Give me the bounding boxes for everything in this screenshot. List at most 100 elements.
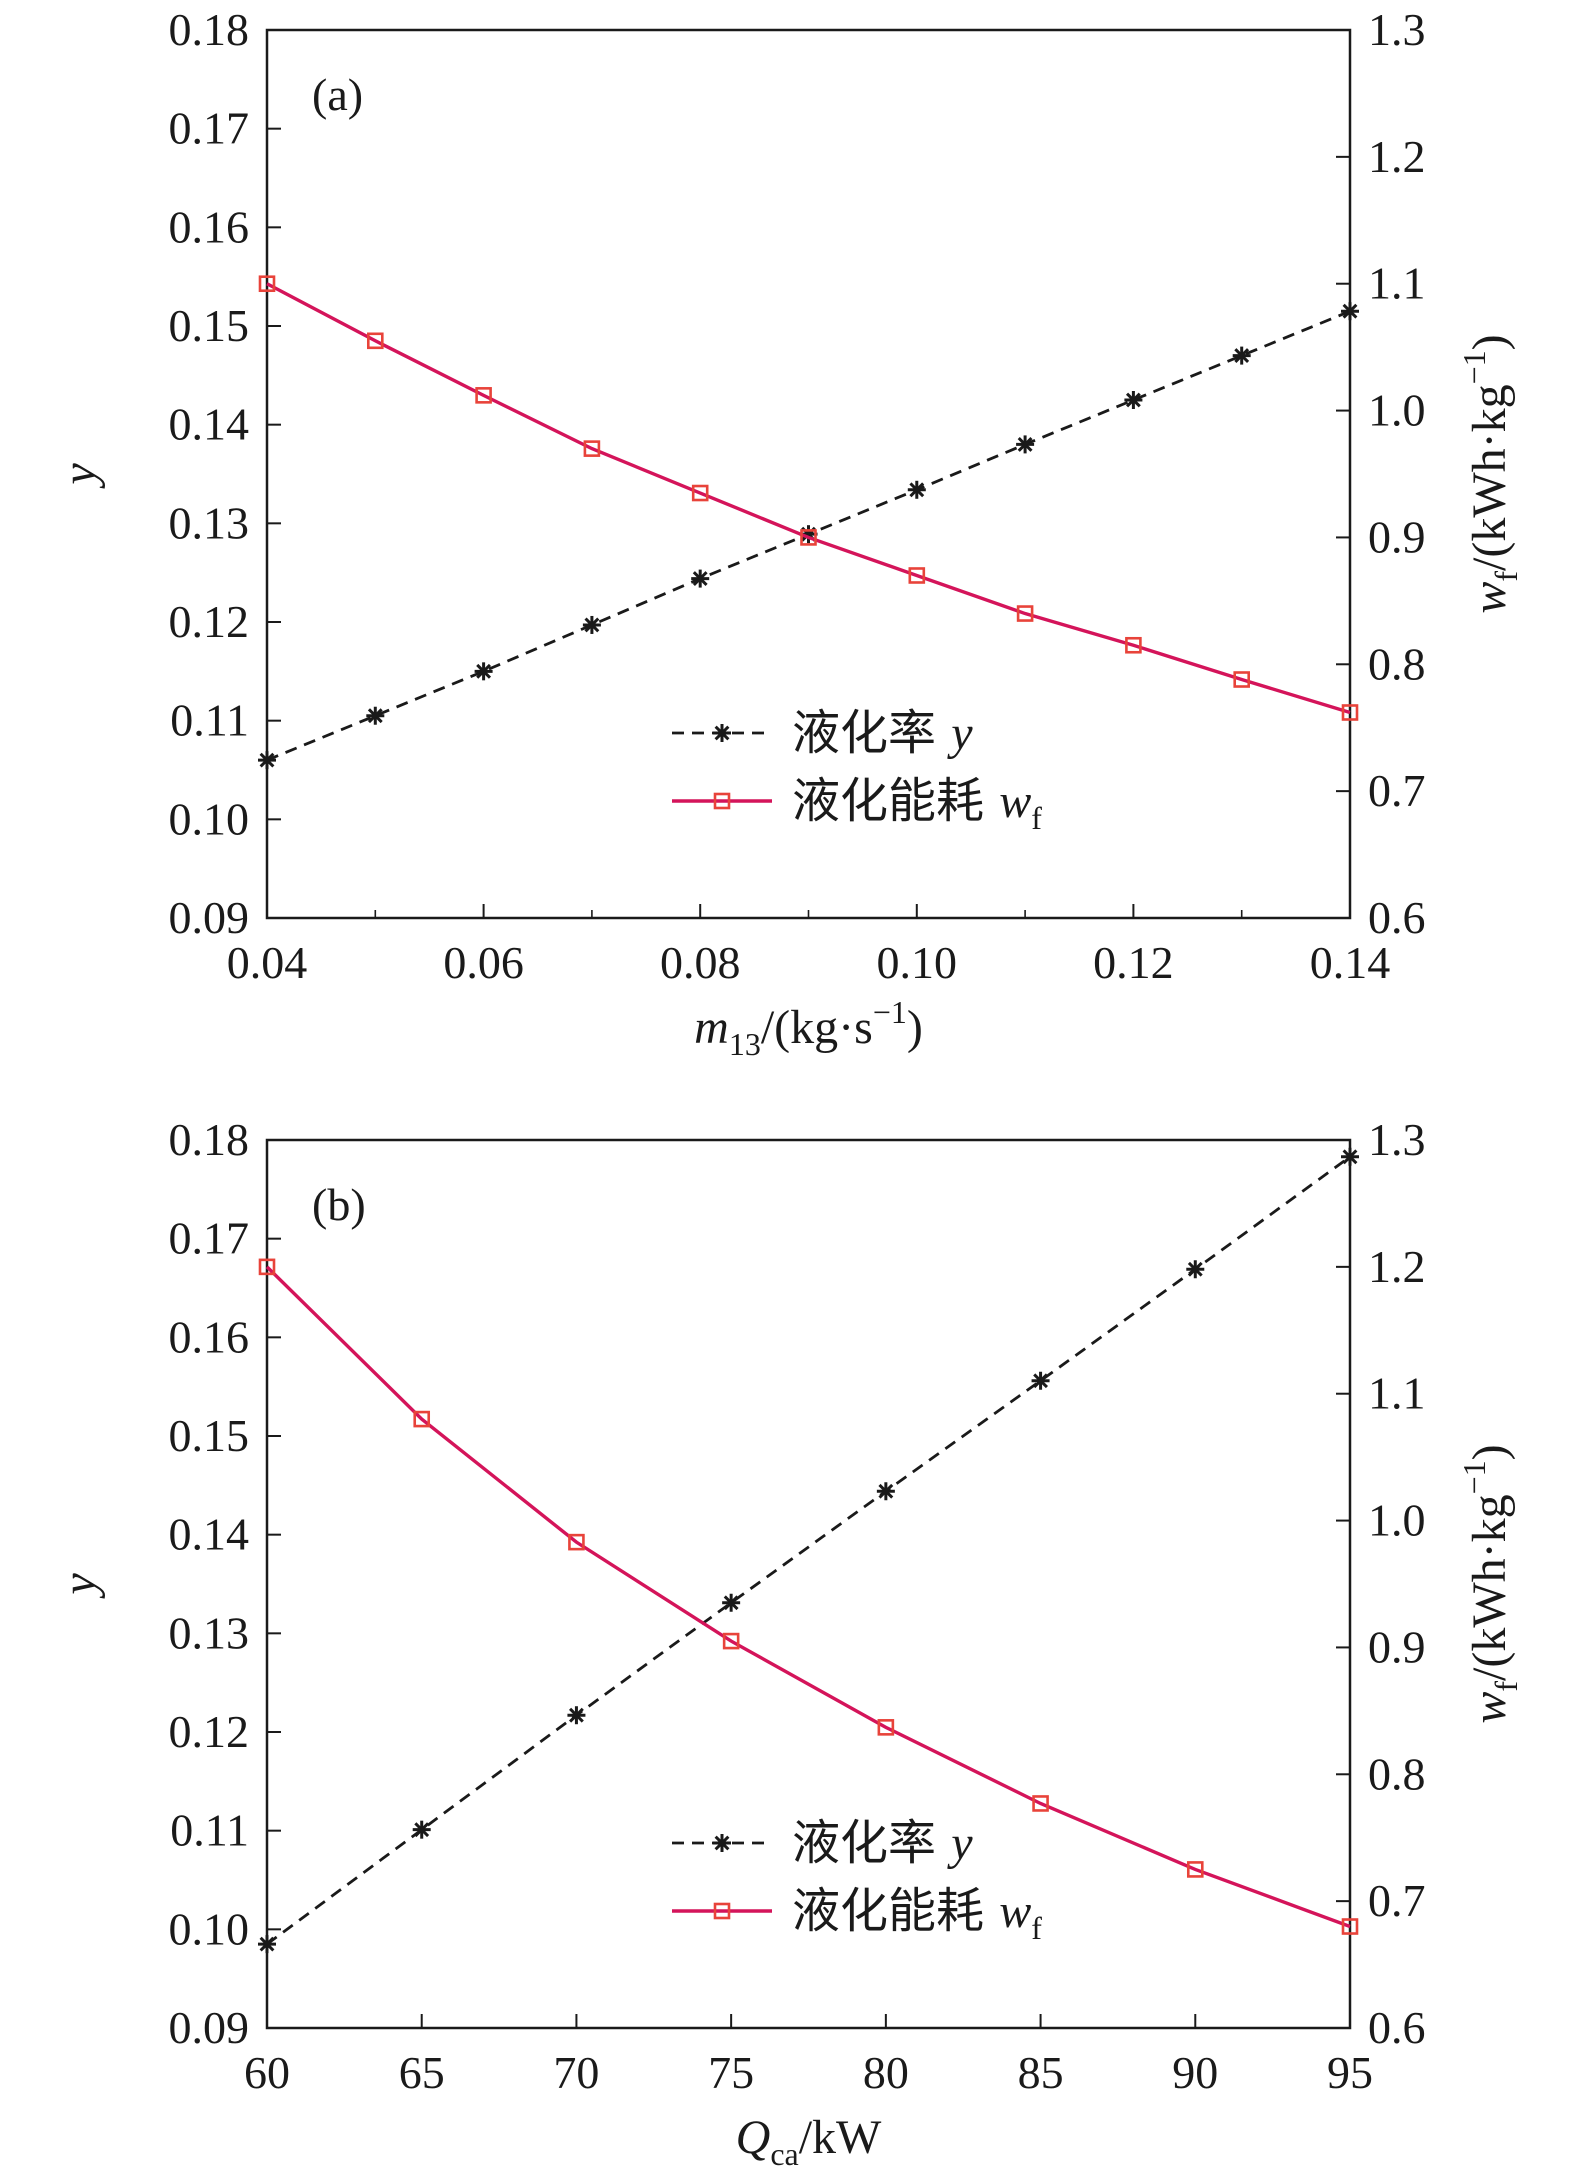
data-point-liquefaction-rate — [1232, 346, 1251, 365]
series-line-energy-consumption — [266, 282, 1351, 715]
x-tick-label: 90 — [1172, 2047, 1218, 2098]
y-right-axis-sub: f — [1488, 1681, 1524, 1692]
data-point-liquefaction-rate — [582, 615, 601, 634]
y-left-tick-label: 0.10 — [169, 793, 250, 844]
y-right-axis-sub: f — [1488, 571, 1524, 582]
legend-label-cjk: 液化率 — [792, 1815, 951, 1871]
y-left-tick-label: 0.13 — [169, 497, 250, 548]
x-tick-label: 80 — [863, 2047, 909, 2098]
y-left-tick-label: 0.16 — [169, 201, 250, 252]
series-line-liquefaction-rate — [266, 1155, 1351, 1946]
x-tick-label: 60 — [244, 2047, 290, 2098]
data-point-liquefaction-rate — [1341, 302, 1359, 321]
y-left-tick-label: 0.09 — [169, 892, 250, 943]
legend-label: 液化能耗 wf — [792, 1883, 1042, 1946]
y-left-tick-label: 0.12 — [169, 1706, 250, 1757]
legend-label-var: y — [946, 1817, 973, 1870]
legend-label: 液化率 y — [792, 705, 973, 761]
legend-label-var: w — [999, 1885, 1031, 1938]
y-right-tick-label: 0.6 — [1368, 2002, 1426, 2053]
data-point-energy-consumption — [691, 484, 709, 502]
y-right-tick-label: 1.1 — [1368, 1368, 1426, 1419]
x-tick-label: 95 — [1327, 2047, 1373, 2098]
data-point-energy-consumption — [258, 1258, 276, 1276]
y-right-axis-var: w — [1463, 1692, 1516, 1724]
y-right-axis-close: ) — [1463, 1444, 1516, 1460]
data-point-energy-consumption — [908, 567, 926, 584]
x-tick-label: 75 — [708, 2047, 754, 2098]
chart-panel-a: 0.04 0.06 0.08 0.10 0.12 0.14 0.09 0.10 0.11 0.12… — [53, 4, 1524, 1062]
y-right-tick-label: 0.9 — [1368, 511, 1426, 562]
legend-label-var: w — [999, 775, 1031, 828]
y-right-tick-label: 1.2 — [1368, 131, 1426, 182]
legend-label-sub: f — [1031, 800, 1042, 836]
legend-label-sub: f — [1031, 1910, 1042, 1946]
data-point-liquefaction-rate — [258, 751, 276, 770]
data-point-energy-consumption — [568, 1533, 585, 1551]
legend-label-var: y — [946, 707, 973, 760]
legend-marker-square — [713, 792, 731, 810]
y-left-tick-label: 0.17 — [169, 103, 250, 154]
data-point-energy-consumption — [722, 1632, 740, 1650]
series-line-energy-consumption — [265, 1265, 1351, 1929]
data-point-energy-consumption — [413, 1410, 431, 1428]
data-point-liquefaction-rate — [876, 1482, 895, 1501]
x-tick-label: 0.14 — [1310, 937, 1391, 988]
y-left-tick-label: 0.18 — [169, 4, 250, 55]
data-point-liquefaction-rate — [1031, 1371, 1050, 1390]
data-point-liquefaction-rate — [1124, 391, 1143, 409]
x-tick-label: 65 — [399, 2047, 445, 2098]
x-axis-unit: /kW — [799, 2111, 882, 2164]
y-right-axis-var: w — [1463, 582, 1516, 614]
x-axis-sub: 13 — [729, 1026, 761, 1062]
data-point-energy-consumption — [1016, 605, 1034, 622]
x-tick-label: 0.08 — [660, 937, 741, 988]
legend-label: 液化能耗 wf — [792, 773, 1042, 836]
legend-marker-square — [713, 1902, 731, 1920]
data-point-liquefaction-rate — [722, 1593, 741, 1612]
x-axis-title: m13/(kg·s−1) — [694, 994, 923, 1062]
y-right-axis-title: wf/(kWh·kg−1) — [1456, 334, 1524, 613]
y-left-tick-label: 0.16 — [169, 1311, 250, 1362]
y-right-tick-label: 1.1 — [1368, 258, 1426, 309]
y-right-tick-label: 1.3 — [1368, 4, 1426, 55]
y-right-tick-label: 0.9 — [1368, 1621, 1426, 1672]
data-point-liquefaction-rate — [412, 1820, 431, 1839]
data-point-energy-consumption — [366, 332, 384, 350]
x-axis-close: ) — [907, 1001, 923, 1054]
x-tick-label: 0.04 — [227, 937, 308, 988]
y-right-tick-label: 0.7 — [1368, 765, 1426, 816]
y-left-tick-label: 0.11 — [170, 1805, 249, 1856]
y-left-tick-label: 0.17 — [169, 1213, 250, 1264]
data-point-liquefaction-rate — [1341, 1147, 1359, 1166]
y-left-tick-label: 0.18 — [169, 1114, 250, 1165]
data-point-liquefaction-rate — [366, 706, 385, 725]
x-axis-title: Qca/kW — [736, 2111, 882, 2172]
panel-label: (b) — [312, 1179, 366, 1230]
y-left-tick-label: 0.14 — [169, 399, 250, 450]
y-right-tick-label: 1.2 — [1368, 1241, 1426, 1292]
data-point-energy-consumption — [1341, 1918, 1359, 1935]
x-axis-unit: /(kg·s — [761, 1001, 873, 1054]
legend-label-cjk: 液化率 — [792, 705, 951, 761]
data-point-energy-consumption — [583, 440, 601, 457]
x-axis-sub: ca — [770, 2136, 798, 2172]
y-right-tick-label: 0.8 — [1368, 1748, 1426, 1799]
y-left-axis-title: y — [53, 463, 106, 490]
data-point-energy-consumption — [1233, 671, 1250, 688]
legend-label: 液化率 y — [792, 1815, 973, 1871]
data-point-liquefaction-rate — [1186, 1260, 1205, 1279]
legend-marker-asterisk — [713, 1834, 731, 1852]
data-point-energy-consumption — [877, 1719, 895, 1736]
y-left-tick-label: 0.15 — [169, 300, 250, 351]
data-point-energy-consumption — [1125, 636, 1142, 654]
legend-label-cjk: 液化能耗 — [792, 1883, 999, 1939]
y-right-tick-label: 1.3 — [1368, 1114, 1426, 1165]
data-point-energy-consumption — [475, 387, 492, 404]
y-left-tick-label: 0.10 — [169, 1903, 250, 1954]
data-point-energy-consumption — [1186, 1861, 1204, 1878]
y-right-axis-close: ) — [1463, 334, 1516, 350]
data-point-liquefaction-rate — [567, 1706, 586, 1725]
panel-label: (a) — [312, 69, 363, 120]
